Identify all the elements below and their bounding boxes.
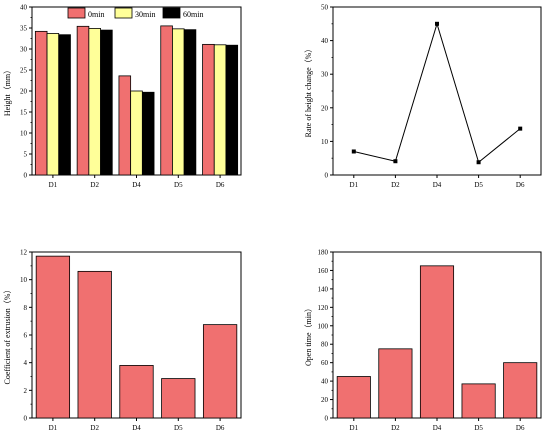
chart3-y-axis-label: Coefficient of extrusion（%） [3, 286, 12, 385]
chart1-y-tick-label: 35 [20, 25, 28, 33]
chart2-plot-frame [332, 6, 542, 176]
chart4-y-axis-label: Open time（min） [304, 304, 313, 366]
chart1-bar-0min-D5 [160, 25, 173, 176]
chart1-legend-label-30min: 30min [135, 10, 155, 19]
chart4-y-tick-label: 120 [318, 304, 329, 312]
chart4-y-tick-label: 0 [325, 415, 329, 423]
chart4-x-tick-label: D2 [391, 424, 400, 432]
chart1-y-tick-label: 0 [24, 172, 28, 180]
chart3-y-tick-label: 8 [24, 304, 28, 312]
chart3-bar-value-D4 [119, 365, 154, 419]
chart3-bar-value-D2 [77, 270, 112, 419]
chart1-y-tick-label: 20 [20, 88, 28, 96]
chart4-y-tick-label: 100 [318, 322, 329, 330]
chart3-y-tick-label: 0 [24, 415, 28, 423]
chart1-x-tick-label: D1 [49, 181, 58, 189]
chart2-y-tick-label: 20 [321, 104, 329, 112]
chart1-x-tick-label: D5 [174, 181, 183, 189]
chart1-bar-30min-D6 [213, 44, 227, 176]
chart3-y-tick-label: 4 [24, 359, 28, 367]
chart1-x-tick-label: D6 [216, 181, 225, 189]
chart3-y-tick-label: 6 [24, 332, 28, 340]
chart1-bar-60min-D5 [183, 29, 197, 176]
chart2-y-tick-label: 0 [325, 172, 329, 180]
chart1-legend-label-60min: 60min [183, 10, 203, 19]
chart3-x-tick-label: D1 [49, 424, 58, 432]
chart2-series-line [353, 22, 521, 164]
chart2-point-D1 [351, 149, 356, 154]
chart1-bar-30min-D1 [46, 33, 60, 176]
chart4-bar-value-D4 [419, 265, 455, 419]
chart1-y-axis-label: Height（mm） [3, 66, 12, 116]
chart2-point-D5 [476, 160, 481, 165]
chart1-bar-30min-D5 [172, 28, 185, 176]
chart2-y-tick-label: 40 [321, 37, 329, 45]
chart1-y-tick-label: 5 [24, 151, 28, 159]
chart2-y-axis-label: Rate of height change（%） [304, 45, 313, 138]
chart3-y-tick-label: 10 [20, 276, 28, 284]
chart4-y-tick-label: 160 [318, 267, 329, 275]
chart4-y-tick-label: 40 [321, 378, 329, 386]
chart1-bar-60min-D4 [141, 91, 155, 176]
chart1-bar-30min-D4 [130, 90, 143, 176]
chart1-y-tick-label: 15 [20, 109, 28, 117]
chart3-x-tick-label: D5 [174, 424, 183, 432]
chart1-bar-60min-D1 [58, 34, 71, 176]
chart2-point-D4 [435, 21, 439, 26]
chart4-y-tick-label: 180 [318, 249, 329, 257]
chart1-bar-0min-D4 [118, 75, 132, 176]
chart1-bar-30min-D2 [88, 28, 101, 176]
chart2-x-tick-label: D5 [474, 181, 483, 189]
chart3-bar-value-D5 [161, 378, 196, 419]
chart1-legend-swatch-60min [162, 7, 181, 19]
chart4-x-tick-label: D6 [516, 424, 525, 432]
chart1-legend-swatch-30min [114, 7, 133, 19]
chart1-bar-0min-D1 [34, 30, 48, 176]
chart1-bar-60min-D2 [100, 29, 113, 176]
chart1-y-tick-label: 30 [20, 46, 28, 54]
chart2-point-D6 [518, 126, 523, 131]
chart4-x-tick-label: D5 [474, 424, 483, 432]
chart1-bar-0min-D2 [76, 25, 90, 176]
chart4-x-tick-label: D1 [350, 424, 359, 432]
chart2-y-tick-label: 30 [321, 71, 329, 79]
chart4-x-tick-label: D4 [433, 424, 442, 432]
chart4-y-tick-label: 140 [318, 285, 329, 293]
chart4-bar-value-D2 [378, 348, 413, 419]
chart2-y-tick-label: 50 [321, 4, 329, 12]
chart1-legend-label-0min: 0min [88, 10, 104, 19]
chart1-y-tick-label: 40 [20, 4, 28, 12]
chart1-x-tick-label: D4 [132, 181, 141, 189]
chart2-x-tick-label: D6 [516, 181, 525, 189]
chart3-bar-value-D1 [35, 255, 71, 419]
chart3-x-tick-label: D6 [216, 424, 225, 432]
chart1-x-tick-label: D2 [90, 181, 99, 189]
chart2-y-tick-label: 10 [321, 138, 329, 146]
chart1-bar-0min-D6 [202, 43, 215, 176]
chart1-y-tick-label: 25 [20, 67, 28, 75]
chart3-x-tick-label: D4 [132, 424, 141, 432]
chart3-y-tick-label: 12 [20, 249, 28, 257]
chart3-bar-value-D6 [202, 324, 238, 419]
chart4-bar-value-D6 [503, 362, 538, 419]
chart4-y-tick-label: 80 [321, 341, 329, 349]
chart2-point-D2 [393, 159, 398, 164]
chart1-bar-60min-D6 [225, 44, 239, 176]
chart2-x-tick-label: D4 [433, 181, 442, 189]
chart3-y-tick-label: 2 [24, 387, 28, 395]
chart2-x-tick-label: D2 [391, 181, 400, 189]
chart3-x-tick-label: D2 [90, 424, 99, 432]
chart4-y-tick-label: 20 [321, 396, 329, 404]
chart2-x-tick-label: D1 [350, 181, 359, 189]
chart4-bar-value-D5 [461, 383, 496, 419]
chart4-bar-value-D1 [336, 376, 371, 419]
chart1-y-tick-label: 10 [20, 130, 28, 138]
chart1-legend-swatch-0min [67, 7, 86, 19]
chart4-y-tick-label: 60 [321, 359, 329, 367]
